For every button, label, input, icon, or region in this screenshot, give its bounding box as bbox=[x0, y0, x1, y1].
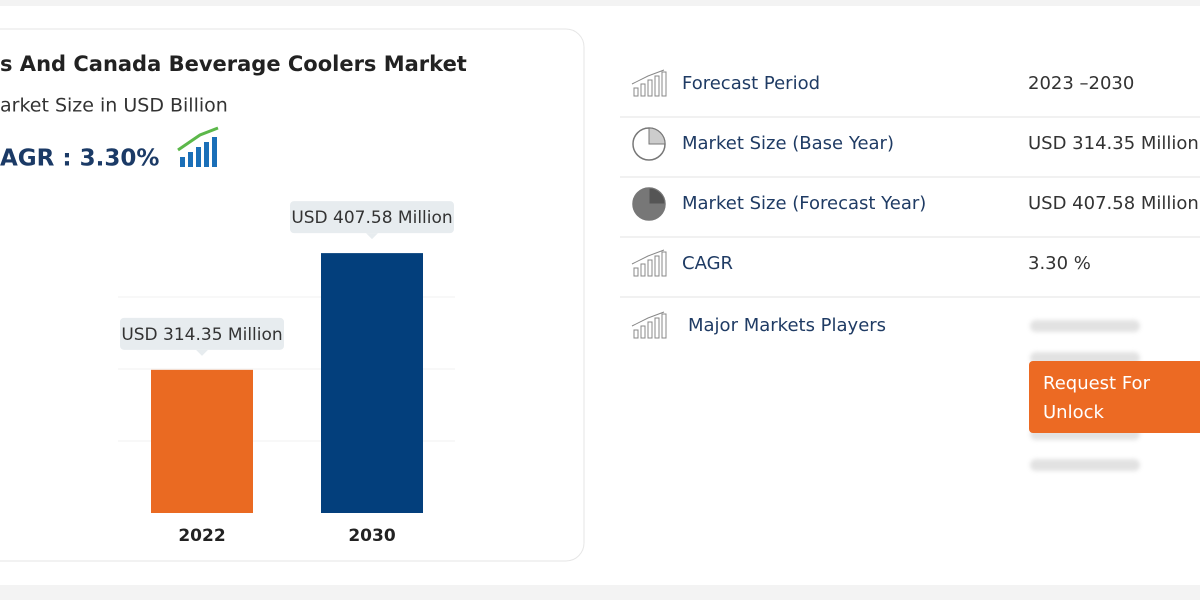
bar-icon bbox=[640, 325, 646, 339]
bar-icon bbox=[661, 71, 667, 97]
bar bbox=[151, 369, 253, 513]
value-label-pointer bbox=[366, 233, 378, 240]
bar-icon bbox=[640, 83, 646, 97]
bar-icon bbox=[661, 313, 667, 339]
row-icon bbox=[632, 127, 666, 161]
trend-icon bbox=[631, 69, 665, 85]
bar-icon bbox=[654, 255, 660, 277]
value-label-pointer bbox=[196, 349, 208, 356]
chart-subtitle: arket Size in USD Billion bbox=[0, 95, 228, 117]
bar-icon bbox=[633, 329, 639, 339]
bar-icon bbox=[661, 251, 667, 277]
row-value: USD 314.35 Million bbox=[1028, 133, 1199, 154]
row-label: Market Size (Forecast Year) bbox=[682, 193, 926, 214]
bar-icon bbox=[633, 87, 639, 97]
value-label-box bbox=[290, 201, 454, 234]
bar-icon bbox=[647, 321, 653, 339]
info-table: Forecast Period 2023 –2030 Market Size (Ba… bbox=[620, 69, 1200, 339]
bar-icon bbox=[640, 263, 646, 277]
row-label: Major Markets Players bbox=[688, 315, 886, 336]
row-icon bbox=[632, 187, 666, 221]
bar-icon bbox=[654, 317, 660, 339]
chart-title: s And Canada Beverage Coolers Market bbox=[0, 52, 467, 76]
trend-icon bbox=[631, 311, 665, 327]
row-icon bbox=[631, 249, 667, 277]
bar-icon bbox=[654, 75, 660, 97]
cagr: AGR : 3.30% bbox=[0, 146, 159, 172]
row-value: 3.30 % bbox=[1028, 253, 1091, 274]
x-tick-label: 2030 bbox=[348, 526, 395, 546]
trend-icon bbox=[631, 249, 665, 265]
bar-icon bbox=[647, 79, 653, 97]
bar-icon bbox=[647, 259, 653, 277]
row-icon bbox=[631, 69, 667, 97]
pie-slice bbox=[648, 127, 666, 145]
value-label-box bbox=[120, 317, 284, 350]
row-label: Market Size (Base Year) bbox=[682, 133, 894, 154]
x-tick-label: 2022 bbox=[178, 526, 225, 546]
bar bbox=[321, 253, 423, 513]
value-label: USD 407.58 Million bbox=[291, 208, 452, 228]
row-label: CAGR bbox=[682, 253, 733, 274]
request-unlock-button[interactable]: Request For Unlock bbox=[1029, 361, 1200, 433]
chart-card bbox=[0, 28, 585, 562]
bar-icon bbox=[633, 267, 639, 277]
growth-icon bbox=[177, 126, 219, 167]
row-icon bbox=[631, 311, 667, 339]
row-value: USD 407.58 Million bbox=[1028, 193, 1199, 214]
value-label: USD 314.35 Million bbox=[121, 325, 282, 345]
row-value: 2023 –2030 bbox=[1028, 73, 1134, 94]
row-label: Forecast Period bbox=[682, 73, 820, 94]
pie-slice bbox=[648, 187, 666, 205]
